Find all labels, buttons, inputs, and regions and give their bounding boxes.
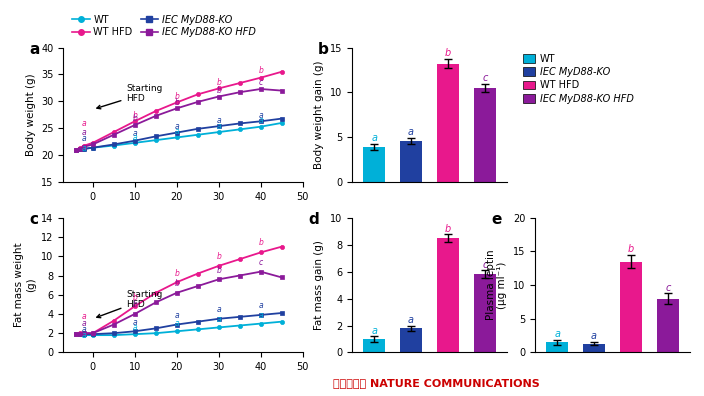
Text: Starting
HFD: Starting HFD bbox=[97, 290, 163, 318]
Text: a: a bbox=[82, 134, 87, 143]
Text: a: a bbox=[82, 331, 87, 340]
Y-axis label: Plasma leptin
(μg ml⁻¹): Plasma leptin (μg ml⁻¹) bbox=[486, 250, 508, 320]
Text: b: b bbox=[132, 114, 137, 123]
Bar bbox=[583, 344, 605, 352]
Text: c: c bbox=[665, 282, 670, 293]
Text: c: c bbox=[482, 73, 487, 83]
Text: a: a bbox=[175, 318, 179, 327]
Text: a: a bbox=[175, 122, 179, 131]
Bar bbox=[474, 88, 496, 182]
Text: a: a bbox=[591, 331, 597, 341]
Text: b: b bbox=[175, 268, 180, 278]
Text: b: b bbox=[258, 238, 263, 247]
Text: a: a bbox=[371, 326, 377, 336]
Text: b: b bbox=[175, 279, 180, 288]
Text: b: b bbox=[445, 48, 451, 59]
Y-axis label: Fat mass gain (g): Fat mass gain (g) bbox=[315, 240, 325, 330]
Text: a: a bbox=[258, 116, 263, 126]
Text: a: a bbox=[82, 312, 87, 321]
Text: a: a bbox=[258, 110, 263, 120]
Y-axis label: Body weight (g): Body weight (g) bbox=[25, 74, 36, 156]
Text: a: a bbox=[371, 133, 377, 143]
Text: a: a bbox=[82, 325, 87, 334]
Text: b: b bbox=[628, 244, 634, 254]
Text: a: a bbox=[408, 316, 414, 326]
Text: 图片来源： NATURE COMMUNICATIONS: 图片来源： NATURE COMMUNICATIONS bbox=[333, 378, 540, 388]
Bar bbox=[436, 64, 459, 182]
Bar bbox=[400, 328, 422, 352]
Text: Starting
HFD: Starting HFD bbox=[97, 84, 163, 109]
Bar bbox=[620, 261, 642, 352]
Text: b: b bbox=[318, 42, 329, 57]
Y-axis label: Fat mass weight
(g): Fat mass weight (g) bbox=[14, 243, 36, 327]
Text: a: a bbox=[408, 127, 414, 137]
Bar bbox=[400, 141, 422, 182]
Text: a: a bbox=[132, 318, 137, 327]
Text: a: a bbox=[216, 116, 221, 125]
Text: e: e bbox=[491, 212, 502, 227]
Text: b: b bbox=[216, 78, 221, 87]
Text: a: a bbox=[258, 311, 263, 320]
Bar bbox=[363, 147, 385, 182]
Text: b: b bbox=[216, 266, 221, 274]
Text: a: a bbox=[82, 128, 87, 137]
Text: a: a bbox=[82, 119, 87, 128]
Text: c: c bbox=[30, 212, 39, 227]
Text: b: b bbox=[132, 293, 137, 301]
Text: a: a bbox=[132, 323, 137, 332]
Text: c: c bbox=[482, 260, 487, 270]
Text: b: b bbox=[175, 92, 180, 101]
Y-axis label: Body weight gain (g): Body weight gain (g) bbox=[315, 61, 325, 169]
Bar bbox=[657, 299, 679, 352]
Bar bbox=[474, 274, 496, 352]
Text: a: a bbox=[175, 127, 179, 136]
Text: b: b bbox=[258, 67, 263, 75]
Text: a: a bbox=[132, 133, 137, 142]
Text: a: a bbox=[30, 42, 40, 57]
Text: b: b bbox=[132, 110, 137, 120]
Text: c: c bbox=[258, 258, 263, 267]
Text: a: a bbox=[132, 129, 137, 138]
Text: b: b bbox=[216, 86, 221, 95]
Text: c: c bbox=[258, 78, 263, 87]
Text: a: a bbox=[216, 122, 221, 131]
Text: a: a bbox=[175, 311, 179, 320]
Text: b: b bbox=[175, 97, 180, 107]
Text: d: d bbox=[308, 212, 320, 227]
Text: a: a bbox=[216, 315, 221, 324]
Text: a: a bbox=[82, 144, 87, 153]
Text: b: b bbox=[132, 300, 137, 309]
Text: a: a bbox=[216, 305, 221, 314]
Legend: WT, IEC MyD88-KO, WT HFD, IEC MyD88-KO HFD: WT, IEC MyD88-KO, WT HFD, IEC MyD88-KO H… bbox=[520, 50, 638, 108]
Text: a: a bbox=[258, 301, 263, 310]
Text: b: b bbox=[216, 252, 221, 261]
Text: a: a bbox=[82, 318, 87, 327]
Legend: WT, WT HFD, IEC MyD88-KO, IEC MyD88-KO HFD: WT, WT HFD, IEC MyD88-KO, IEC MyD88-KO H… bbox=[68, 11, 260, 41]
Text: b: b bbox=[445, 224, 451, 234]
Text: a: a bbox=[554, 329, 560, 339]
Bar bbox=[546, 342, 568, 352]
Bar bbox=[436, 238, 459, 352]
Bar bbox=[363, 339, 385, 352]
